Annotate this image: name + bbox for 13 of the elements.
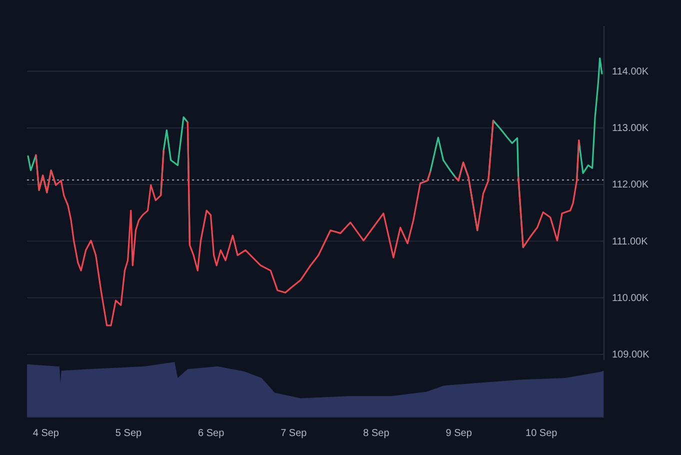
x-tick-label: 6 Sep [198, 428, 225, 440]
x-tick-label: 10 Sep [526, 428, 558, 440]
x-tick-label: 9 Sep [446, 428, 472, 440]
y-tick-label: 112.00K [612, 180, 649, 191]
x-tick-label: 7 Sep [280, 428, 308, 440]
x-tick-label: 5 Sep [115, 428, 142, 440]
x-tick-label: 4 Sep [32, 428, 60, 440]
y-tick-label: 113.00K [612, 123, 649, 134]
y-tick-label: 114.00K [612, 66, 649, 78]
y-tick-label: 110.00K [612, 292, 649, 304]
y-tick-label: 111.00K [612, 236, 648, 248]
x-tick-label: 8 Sep [363, 428, 390, 440]
y-tick-label: 109.00K [612, 350, 650, 361]
